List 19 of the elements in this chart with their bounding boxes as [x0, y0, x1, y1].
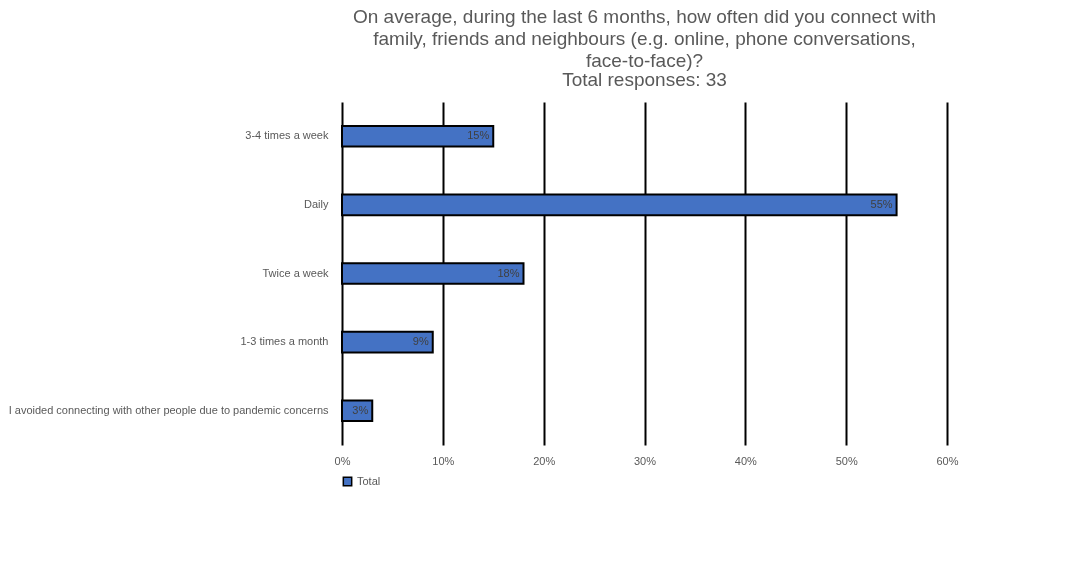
data-label: 18% [497, 266, 520, 279]
y-tick-label: I avoided connecting with other people due to pandemic concerns [8, 403, 329, 416]
data-label: 9% [412, 335, 429, 348]
y-tick-label: Daily [304, 197, 329, 210]
x-tick-label: 10% [432, 454, 455, 467]
chart-title: On average, during the last 6 months, how often did you connect with family, friends and neighbours (e.g. online, phone conversations, face-to-face)? [352, 6, 937, 71]
x-tick-label: 40% [734, 454, 758, 467]
y-tick-label: Twice a week [262, 266, 329, 279]
legend-label: Total [357, 474, 381, 487]
y-tick-label: 1-3 times a month [240, 335, 329, 348]
x-tick-label: 50% [835, 454, 858, 467]
x-tick-label: 30% [633, 454, 657, 467]
data-label: 15% [467, 129, 490, 142]
x-tick-label: 0% [334, 454, 351, 467]
data-label: 55% [870, 197, 893, 210]
x-tick-label: 60% [936, 454, 959, 467]
x-tick-label: 20% [533, 454, 556, 467]
y-tick-label: 3-4 times a week [245, 129, 329, 142]
data-label: 3% [352, 403, 369, 416]
